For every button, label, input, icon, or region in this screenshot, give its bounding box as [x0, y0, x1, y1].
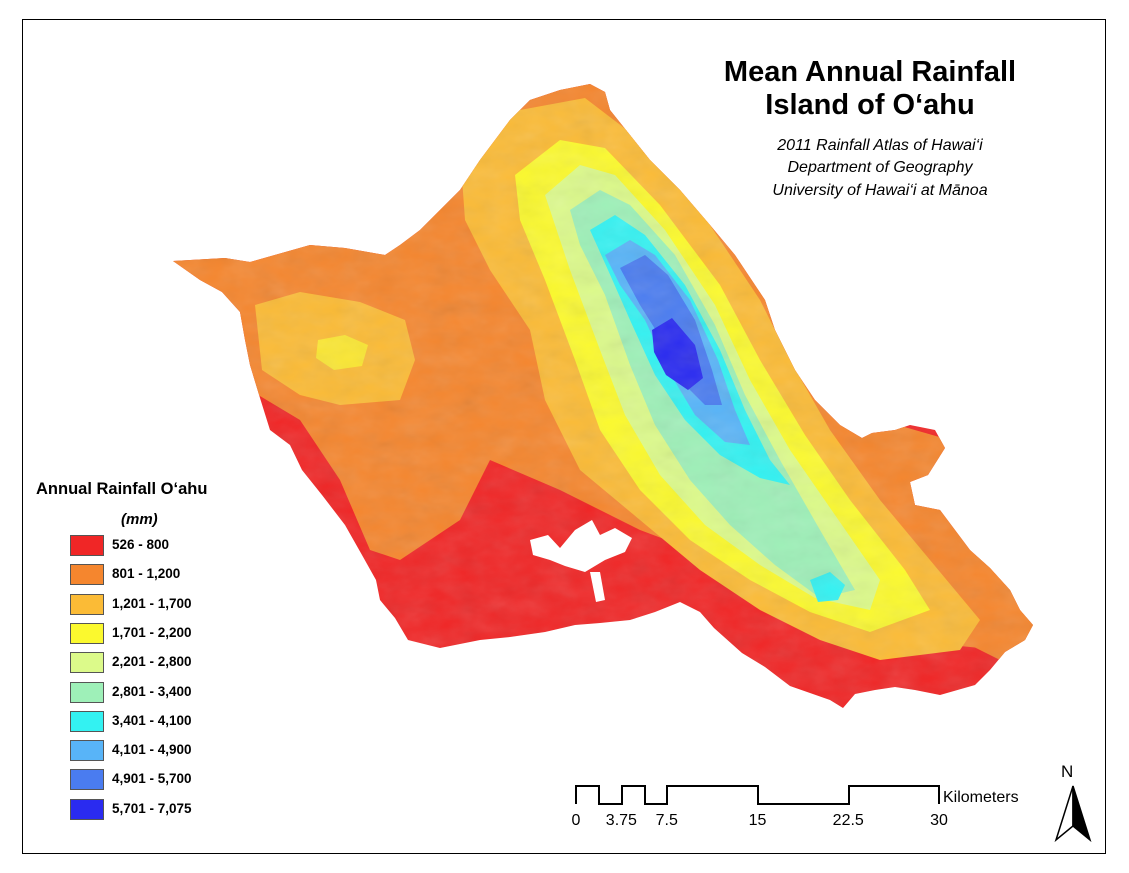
map-title-line2: Island of O‘ahu — [765, 89, 975, 121]
legend-swatch — [70, 681, 104, 703]
map-subtitle-line3: University of Hawai‘i at Mānoa — [772, 182, 988, 199]
legend-item-label: 2,201 - 2,800 — [112, 654, 192, 670]
scale-bar-tick-label: 7.5 — [655, 812, 678, 829]
north-arrow-icon — [1054, 785, 1092, 843]
legend-item: 3,401 - 4,100 — [70, 710, 290, 734]
legend-item-label: 4,101 - 4,900 — [112, 742, 192, 758]
legend-item: 4,101 - 4,900 — [70, 740, 290, 763]
scale-bar-tick-label: 0 — [571, 812, 581, 829]
scale-bar-tick-label: 30 — [930, 812, 948, 829]
legend-swatch — [70, 593, 104, 615]
legend-item-label: 801 - 1,200 — [112, 566, 181, 582]
legend-item-label: 1,201 - 1,700 — [112, 595, 192, 611]
legend-swatch — [70, 740, 104, 762]
map-frame — [22, 19, 1106, 854]
pearl-harbor-channel — [590, 572, 605, 602]
legend-item-label: 2,801 - 3,400 — [112, 683, 192, 699]
legend-item-label: 526 - 800 — [112, 537, 170, 552]
legend-swatch — [70, 769, 104, 791]
legend-item: 5,701 - 7,075 — [70, 798, 290, 822]
legend-title: Annual Rainfall O‘ahu — [36, 480, 208, 498]
legend-item: 4,901 - 5,700 — [70, 769, 290, 792]
scale-bar-tick-label: 15 — [748, 812, 767, 829]
pearl-harbor — [530, 520, 632, 572]
legend-item-label: 5,701 - 7,075 — [112, 800, 192, 816]
legend-item: 526 - 800 — [70, 535, 290, 558]
legend-item: 2,201 - 2,800 — [70, 652, 290, 675]
legend-item: 801 - 1,200 — [70, 564, 290, 587]
legend-item: 1,201 - 1,700 — [70, 593, 290, 617]
north-label: N — [1061, 762, 1074, 781]
scale-bar — [575, 785, 940, 805]
legend-swatch — [70, 798, 104, 820]
rainfall-zones — [173, 84, 1033, 708]
legend-units: (mm) — [121, 511, 158, 528]
legend-swatch — [70, 535, 104, 556]
legend-swatch — [70, 564, 104, 586]
legend-item-label: 3,401 - 4,100 — [112, 712, 192, 728]
legend-item: 1,701 - 2,200 — [70, 622, 290, 646]
legend-swatch — [70, 652, 104, 674]
legend-swatch — [70, 710, 104, 732]
map-title-line1: Mean Annual Rainfall — [723, 56, 1017, 88]
legend-item-label: 4,901 - 5,700 — [112, 771, 192, 787]
legend-swatch — [70, 622, 104, 644]
scale-bar-tick-label: 22.5 — [832, 812, 864, 829]
legend-item: 2,801 - 3,400 — [70, 681, 290, 705]
map-subtitle-line2: Department of Geography — [787, 159, 973, 176]
scale-bar-tick-label: 3.75 — [605, 812, 637, 829]
legend-item-label: 1,701 - 2,200 — [112, 624, 192, 640]
map-subtitle-line1: 2011 Rainfall Atlas of Hawai‘i — [777, 137, 983, 154]
scale-bar-unit: Kilometers — [943, 789, 1019, 806]
